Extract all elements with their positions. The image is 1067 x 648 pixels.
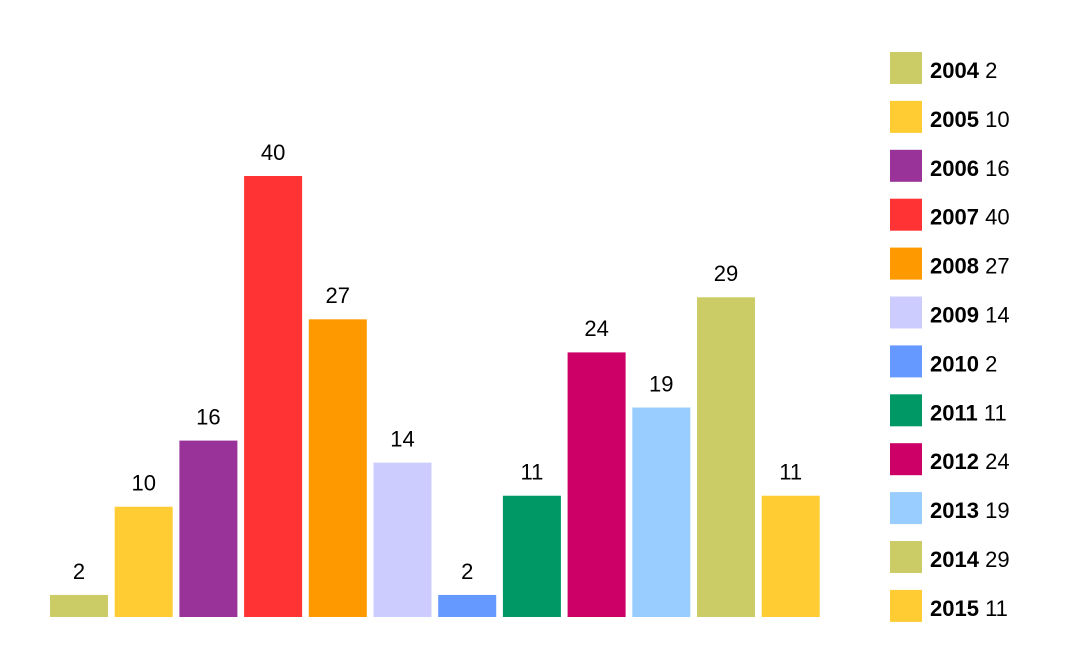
- legend-label: 2014: [930, 547, 980, 572]
- legend-swatch: [890, 345, 922, 378]
- legend-label: 2005: [930, 107, 979, 132]
- legend-value: 2: [985, 351, 997, 376]
- bar: [502, 495, 561, 617]
- bar: [244, 176, 303, 617]
- legend-swatch: [890, 589, 922, 622]
- legend-entry: 2015 11: [930, 596, 1008, 621]
- bar: [50, 594, 108, 617]
- legend-label: 2009: [930, 302, 979, 327]
- legend-entry: 2004 2: [930, 58, 997, 83]
- legend-entry: 2014 29: [930, 547, 1010, 572]
- bar: [438, 594, 497, 617]
- legend-label: 2013: [930, 498, 979, 523]
- legend-value: 29: [985, 547, 1009, 572]
- data-label: 27: [326, 283, 350, 308]
- legend-value: 14: [985, 302, 1009, 327]
- legend-entry: 2008 27: [930, 253, 1010, 278]
- data-label: 2: [73, 559, 85, 584]
- legend-swatch: [890, 149, 922, 182]
- data-label: 2: [461, 559, 473, 584]
- data-label: 19: [649, 371, 673, 396]
- legend-label: 2006: [930, 156, 979, 181]
- legend-entry: 2012 24: [930, 449, 1010, 474]
- legend-value: 16: [985, 156, 1009, 181]
- data-label: 40: [261, 140, 285, 165]
- bar: [697, 297, 755, 617]
- legend-swatch: [890, 52, 922, 84]
- legend-swatch: [890, 296, 922, 329]
- bar: [567, 352, 626, 617]
- legend-label: 2010: [930, 351, 979, 376]
- legend-value: 11: [984, 400, 1007, 425]
- legend-label: 2015: [930, 596, 979, 621]
- legend-entry: 2009 14: [930, 302, 1010, 327]
- bar: [114, 506, 173, 617]
- data-label: 24: [584, 316, 608, 341]
- data-label: 29: [714, 261, 738, 286]
- legend-value: 24: [985, 449, 1009, 474]
- legend-swatch: [890, 394, 922, 427]
- data-label: 16: [196, 404, 220, 429]
- legend-value: 40: [985, 205, 1009, 230]
- legend-entry: 2011 11: [930, 400, 1007, 425]
- legend-swatch: [890, 247, 922, 280]
- legend-label: 2004: [930, 58, 980, 83]
- legend-value: 27: [985, 253, 1009, 278]
- legend-value: 10: [985, 107, 1009, 132]
- data-label: 11: [520, 460, 543, 485]
- legend-entry: 2005 10: [930, 107, 1010, 132]
- legend-swatch: [890, 198, 922, 231]
- legend-value: 2: [985, 58, 997, 83]
- bar: [308, 319, 367, 617]
- bar: [761, 495, 820, 617]
- legend-label: 2012: [930, 449, 979, 474]
- legend-swatch: [890, 541, 922, 573]
- data-label: 14: [390, 426, 414, 451]
- legend-label: 2008: [930, 253, 979, 278]
- legend-swatch: [890, 443, 922, 476]
- data-label: 10: [131, 471, 155, 496]
- bar: [373, 462, 432, 617]
- bar: [179, 440, 238, 617]
- data-label: 11: [779, 460, 802, 485]
- legend-label: 2011: [930, 400, 978, 425]
- legend-value: 11: [985, 596, 1008, 621]
- bar: [632, 407, 691, 617]
- legend-swatch: [890, 492, 922, 525]
- legend-entry: 2006 16: [930, 156, 1010, 181]
- legend-value: 19: [985, 498, 1009, 523]
- legend-entry: 2010 2: [930, 351, 997, 376]
- legend-entry: 2013 19: [930, 498, 1010, 523]
- legend-entry: 2007 40: [930, 205, 1010, 230]
- legend-swatch: [890, 100, 922, 133]
- legend-label: 2007: [930, 205, 979, 230]
